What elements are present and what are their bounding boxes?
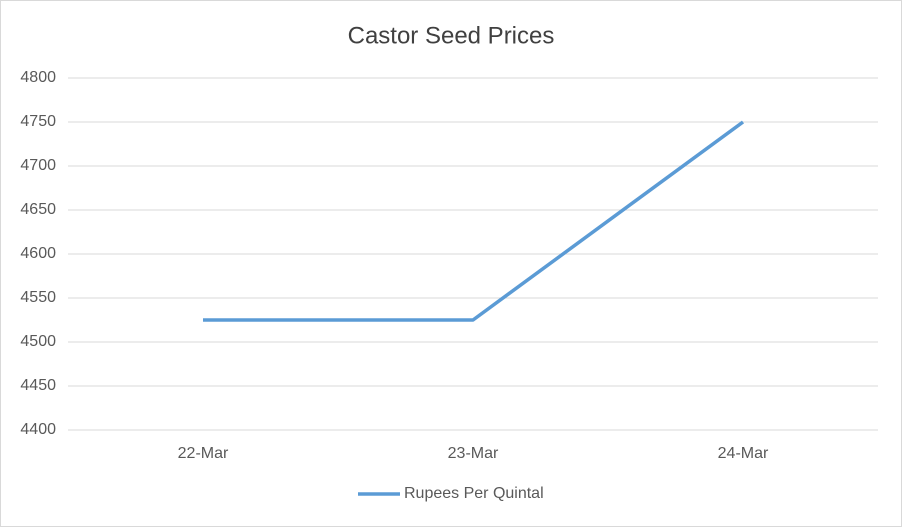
- y-tick-label: 4750: [20, 113, 56, 130]
- y-tick-label: 4800: [20, 69, 56, 86]
- y-tick-label: 4400: [20, 421, 56, 438]
- y-tick-label: 4550: [20, 289, 56, 306]
- x-tick-label: 23-Mar: [448, 445, 499, 462]
- y-tick-label: 4700: [20, 157, 56, 174]
- y-tick-label: 4650: [20, 201, 56, 218]
- legend-label: Rupees Per Quintal: [404, 485, 544, 502]
- series-line: [203, 120, 745, 322]
- chart-title: Castor Seed Prices: [348, 22, 555, 49]
- x-tick-label: 22-Mar: [178, 445, 229, 462]
- x-tick-label: 24-Mar: [718, 445, 769, 462]
- y-tick-label: 4500: [20, 333, 56, 350]
- y-tick-label: 4450: [20, 377, 56, 394]
- y-tick-label: 4600: [20, 245, 56, 262]
